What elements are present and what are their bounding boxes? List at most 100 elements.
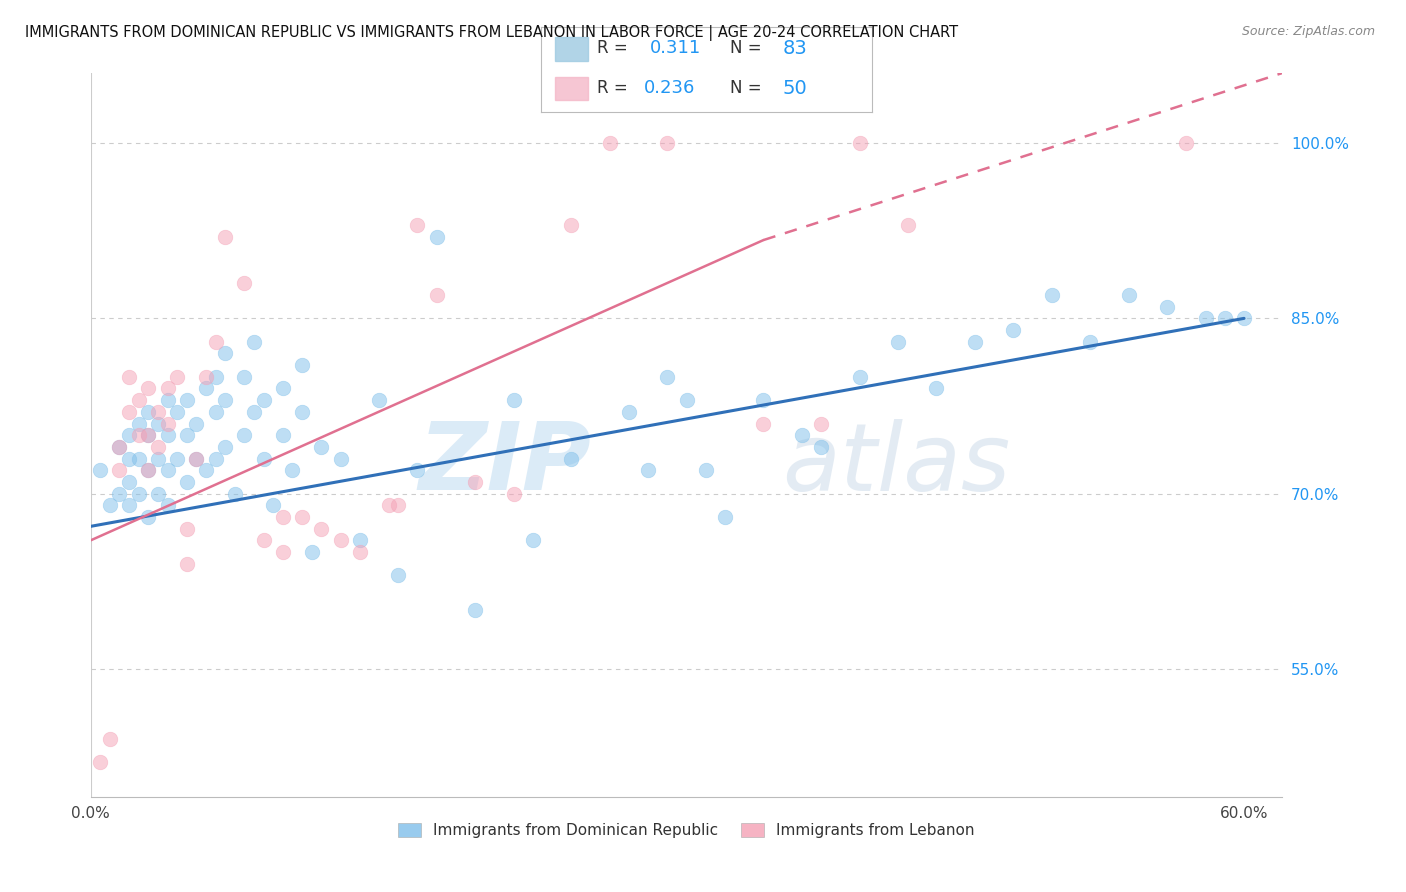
Point xyxy=(233,369,256,384)
Point xyxy=(311,522,333,536)
Point xyxy=(281,463,304,477)
Point xyxy=(262,499,284,513)
Point xyxy=(752,393,775,408)
Point xyxy=(204,405,226,419)
Point xyxy=(176,393,198,408)
Point xyxy=(186,417,208,431)
Bar xyxy=(554,77,588,101)
Point xyxy=(118,405,141,419)
Point xyxy=(599,136,621,150)
Point xyxy=(146,417,169,431)
Point xyxy=(186,451,208,466)
Point xyxy=(925,382,948,396)
Point xyxy=(176,522,198,536)
Point xyxy=(657,136,679,150)
Point xyxy=(128,486,150,500)
Point xyxy=(253,393,276,408)
Point xyxy=(560,451,582,466)
Point xyxy=(214,229,236,244)
Point xyxy=(243,405,266,419)
Point xyxy=(194,463,217,477)
Point xyxy=(118,499,141,513)
Point xyxy=(204,334,226,349)
Point xyxy=(1118,288,1140,302)
Point xyxy=(166,451,188,466)
Point xyxy=(897,218,920,232)
Point xyxy=(156,417,179,431)
Point xyxy=(136,428,159,442)
Point xyxy=(186,451,208,466)
Point xyxy=(128,428,150,442)
Point xyxy=(368,393,391,408)
Point xyxy=(1175,136,1198,150)
Point xyxy=(1194,311,1216,326)
Point xyxy=(166,369,188,384)
Point xyxy=(194,382,217,396)
Text: R =: R = xyxy=(598,39,634,57)
Point xyxy=(810,417,832,431)
Legend: Immigrants from Dominican Republic, Immigrants from Lebanon: Immigrants from Dominican Republic, Immi… xyxy=(392,817,981,844)
Point xyxy=(848,369,870,384)
Bar xyxy=(554,37,588,61)
Text: IMMIGRANTS FROM DOMINICAN REPUBLIC VS IMMIGRANTS FROM LEBANON IN LABOR FORCE | A: IMMIGRANTS FROM DOMINICAN REPUBLIC VS IM… xyxy=(25,25,959,41)
Point xyxy=(98,731,121,746)
Point xyxy=(118,451,141,466)
Point xyxy=(136,405,159,419)
Point xyxy=(406,218,429,232)
Point xyxy=(329,533,352,548)
Point xyxy=(118,475,141,489)
Point xyxy=(329,451,352,466)
Point xyxy=(214,393,236,408)
Point xyxy=(253,451,276,466)
Point xyxy=(118,428,141,442)
Text: N =: N = xyxy=(730,79,766,97)
Point xyxy=(136,463,159,477)
Point xyxy=(464,475,486,489)
Point xyxy=(136,463,159,477)
Point xyxy=(214,346,236,360)
Point xyxy=(233,277,256,291)
Point xyxy=(194,369,217,384)
Point xyxy=(311,440,333,454)
Point xyxy=(108,440,131,454)
Point xyxy=(156,463,179,477)
Point xyxy=(128,393,150,408)
Point xyxy=(963,334,986,349)
Point xyxy=(637,463,659,477)
Point xyxy=(1002,323,1025,337)
Point xyxy=(204,369,226,384)
Point xyxy=(291,510,314,524)
Point xyxy=(560,218,582,232)
Point xyxy=(377,499,399,513)
Point xyxy=(233,428,256,442)
Point xyxy=(136,382,159,396)
Point xyxy=(146,440,169,454)
Text: 83: 83 xyxy=(783,39,807,58)
Point xyxy=(214,440,236,454)
Point xyxy=(156,499,179,513)
Text: 50: 50 xyxy=(783,78,807,98)
Point xyxy=(502,486,524,500)
Point xyxy=(253,533,276,548)
Point xyxy=(291,358,314,372)
Text: atlas: atlas xyxy=(782,418,1010,509)
Point xyxy=(166,405,188,419)
Point xyxy=(657,369,679,384)
Point xyxy=(118,369,141,384)
Point xyxy=(136,428,159,442)
Point xyxy=(136,510,159,524)
Point xyxy=(146,405,169,419)
Point xyxy=(89,756,111,770)
Point xyxy=(887,334,910,349)
Point xyxy=(349,545,371,559)
Point xyxy=(89,463,111,477)
Point xyxy=(1156,300,1178,314)
Point xyxy=(426,229,449,244)
Point xyxy=(271,382,294,396)
Point xyxy=(406,463,429,477)
Point xyxy=(695,463,717,477)
Point xyxy=(204,451,226,466)
Point xyxy=(387,499,409,513)
Point xyxy=(128,417,150,431)
Point xyxy=(224,486,246,500)
